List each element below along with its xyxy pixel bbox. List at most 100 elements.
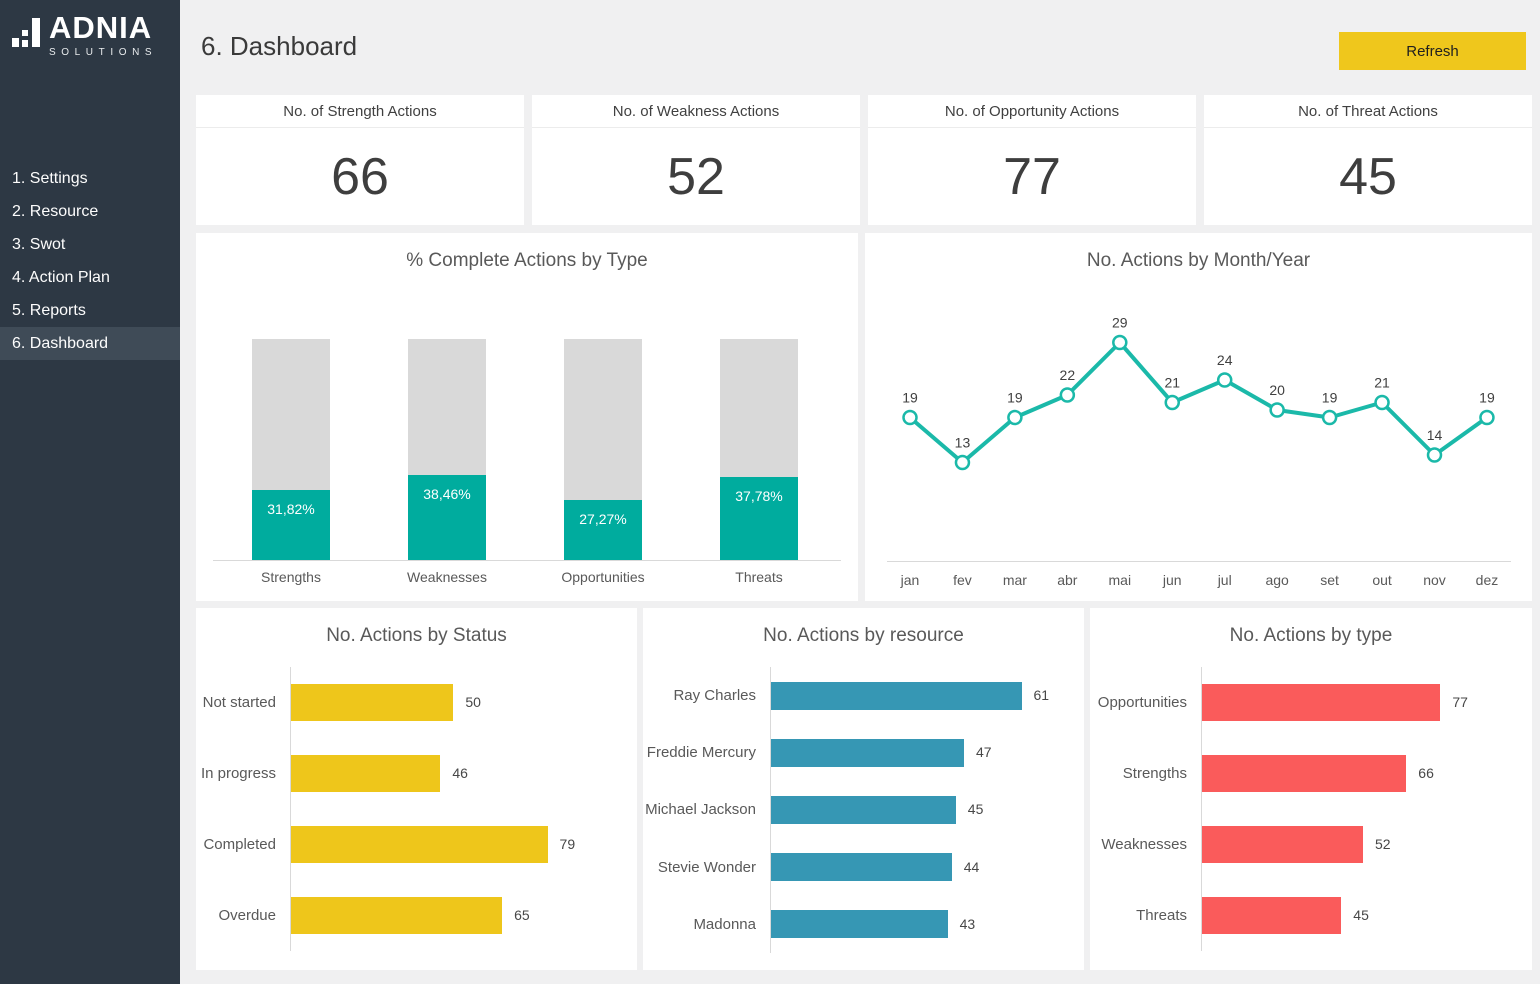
bar-value-label: 45: [1353, 907, 1369, 923]
data-point-ago: [1269, 402, 1285, 418]
sidebar-item-resource[interactable]: 2. Resource: [12, 203, 99, 220]
kpi-card: No. of Threat Actions 45: [1204, 95, 1532, 225]
data-point-mar: [1007, 409, 1023, 426]
month-label: nov: [1423, 572, 1446, 588]
sidebar-item-settings[interactable]: 1. Settings: [12, 170, 88, 187]
bar-category-label: Ray Charles: [673, 687, 756, 704]
kpi-card: No. of Weakness Actions 52: [532, 95, 860, 225]
logo-tagline: SOLUTIONS: [49, 47, 158, 58]
bar: [291, 826, 548, 863]
x-axis-line: [213, 560, 841, 561]
data-point-fev: [954, 454, 971, 471]
kpi-title: No. of Weakness Actions: [532, 95, 860, 128]
bar-value-label: 46: [452, 765, 468, 781]
percent-label: 27,27%: [579, 510, 627, 527]
month-label: jun: [1162, 572, 1182, 588]
bar-category-label: Strengths: [1122, 765, 1187, 782]
line-series: [908, 340, 1489, 465]
bar: [291, 684, 454, 721]
point-label: 29: [1112, 315, 1128, 331]
bar: [291, 755, 441, 792]
chart-title: No. Actions by resource: [763, 625, 964, 646]
month-label: fev: [953, 572, 972, 588]
column-fill: [564, 499, 642, 560]
bar-value-label: 50: [465, 694, 481, 710]
bar: [1202, 684, 1441, 721]
kpi-value: 66: [331, 147, 389, 206]
bar-value-label: 47: [976, 744, 992, 761]
bar-category-label: Freddie Mercury: [646, 744, 756, 762]
sidebar-item-action-plan[interactable]: 4. Action Plan: [12, 269, 110, 286]
kpi-row: No. of Strength Actions 66 No. of Weakness…: [196, 95, 1532, 225]
point-label: 19: [902, 390, 918, 406]
bar: [771, 910, 948, 939]
bar-category-label: Madonna: [693, 915, 756, 933]
bar-value-label: 79: [559, 836, 576, 852]
month-label: dez: [1476, 572, 1499, 588]
month-label: ago: [1265, 572, 1289, 588]
chart-panel-actions-by-resource: No. Actions by resource Ray Charles 61 Fre…: [643, 608, 1084, 970]
bar: [291, 897, 503, 934]
adnia-logo: ADNIA SOLUTIONS: [12, 12, 157, 58]
month-label: abr: [1057, 572, 1078, 588]
kpi-card: No. of Opportunity Actions 77: [868, 95, 1196, 225]
bar-value-label: 45: [967, 801, 984, 818]
bar: [771, 681, 1022, 710]
chart-title: % Complete Actions by Type: [406, 250, 648, 271]
bar-category-label: Michael Jackson: [645, 801, 756, 819]
column-category-label: Threats: [735, 569, 783, 585]
bar-value-label: 52: [1374, 836, 1391, 852]
bar-category-label: Weaknesses: [1101, 836, 1187, 853]
point-label: 21: [1164, 375, 1180, 391]
bar-value-label: 43: [959, 915, 976, 932]
data-point-out: [1374, 394, 1390, 411]
bar-category-label: Threats: [1136, 907, 1187, 924]
column-category-label: Strengths: [261, 569, 321, 585]
point-label: 24: [1217, 352, 1233, 368]
percent-label: 38,46%: [423, 486, 471, 502]
sidebar: ADNIA SOLUTIONS 1. Settings 2. Resource 3.…: [0, 0, 180, 984]
point-label: 14: [1427, 427, 1443, 443]
point-label: 19: [1322, 390, 1338, 406]
chart-title: No. Actions by Month/Year: [1086, 250, 1311, 271]
bar: [1202, 897, 1342, 934]
chart-title: No. Actions by Status: [326, 625, 507, 646]
y-axis-line: [1201, 667, 1202, 951]
chart-panel-actions-by-month: No. Actions by Month/Year 19 jan 13 fev 19 ma…: [865, 233, 1532, 601]
bar-value-label: 77: [1452, 694, 1468, 710]
page-title: 6. Dashboard: [201, 31, 358, 61]
data-point-jul: [1216, 372, 1233, 388]
sidebar-item-dashboard[interactable]: 6. Dashboard: [0, 327, 180, 360]
bar-value-label: 44: [963, 858, 980, 875]
bar-category-label: Opportunities: [1097, 694, 1187, 711]
month-label: set: [1320, 572, 1339, 588]
bar: [771, 796, 956, 824]
sidebar-item-swot[interactable]: 3. Swot: [12, 236, 66, 253]
bar: [771, 853, 952, 882]
y-axis-line: [290, 667, 291, 951]
data-point-nov: [1426, 447, 1443, 463]
month-label: mar: [1003, 572, 1027, 588]
kpi-value: 77: [1003, 147, 1061, 206]
column-fill: [408, 475, 486, 560]
data-point-jun: [1164, 394, 1180, 411]
bar-category-label: Overdue: [218, 907, 276, 924]
bar-chart-logo-icon: [12, 18, 40, 47]
chart-title: No. Actions by type: [1229, 625, 1393, 646]
refresh-button[interactable]: Refresh: [1339, 32, 1526, 70]
point-label: 22: [1060, 367, 1076, 383]
bar-value-label: 61: [1033, 687, 1050, 703]
data-point-dez: [1479, 409, 1495, 426]
point-label: 19: [1007, 390, 1023, 406]
sidebar-item-reports[interactable]: 5. Reports: [12, 302, 86, 319]
chart-panel-actions-by-type: No. Actions by type Opportunities 77 Stren…: [1090, 608, 1532, 970]
y-axis-line: [770, 667, 771, 953]
chart-panel-actions-by-status: No. Actions by Status Not started 50 In pr…: [196, 608, 637, 970]
data-point-mai: [1112, 334, 1128, 351]
kpi-title: No. of Strength Actions: [196, 95, 524, 128]
kpi-card: No. of Strength Actions 66: [196, 95, 524, 225]
data-point-set: [1321, 409, 1338, 426]
bar-value-label: 66: [1418, 765, 1434, 781]
month-label: out: [1372, 572, 1392, 588]
